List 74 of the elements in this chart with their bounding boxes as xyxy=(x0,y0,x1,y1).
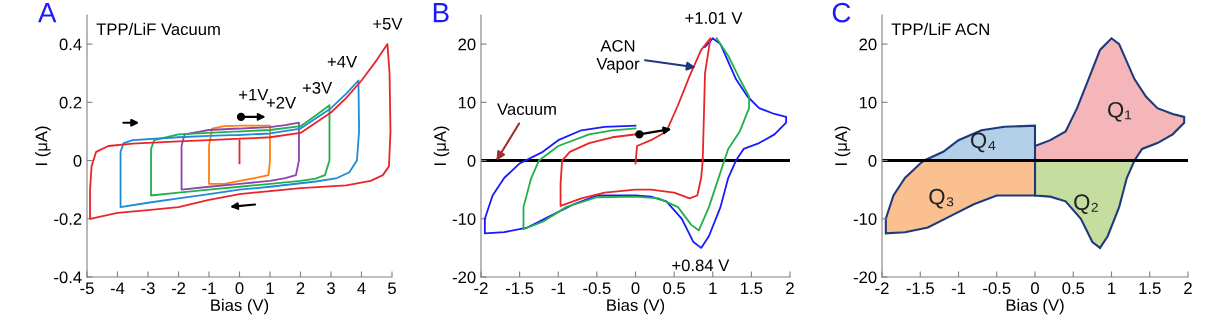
y-axis-title: I (μA) xyxy=(35,126,51,165)
annotation: +3V xyxy=(302,81,333,94)
x-tick-label: -1.5 xyxy=(506,282,534,295)
annotation: +2V xyxy=(266,96,297,109)
x-tick-label: 2 xyxy=(296,282,305,294)
x-tick-label: 0.5 xyxy=(663,282,686,295)
y-tick-label: 0.4 xyxy=(59,38,82,51)
annotation: +1.01 V xyxy=(685,12,743,24)
y-tick-label: -10 xyxy=(853,213,877,225)
x-tick-label: -4 xyxy=(110,282,125,294)
y-tick-label: 0 xyxy=(73,154,82,167)
annotation: +5V xyxy=(373,18,403,30)
line-series xyxy=(119,79,360,209)
y-axis-title: I (μA) xyxy=(834,126,851,165)
x-tick-label: -2 xyxy=(171,282,186,294)
y-tick-label: -0.4 xyxy=(54,271,82,284)
x-tick-label: -1.5 xyxy=(906,282,934,295)
x-tick-label: 2 xyxy=(786,282,794,294)
x-tick-label: -2 xyxy=(875,282,889,294)
annotation: +4V xyxy=(327,55,358,68)
x-axis-title: Bias (V) xyxy=(211,298,269,315)
x-tick-label: -1 xyxy=(551,282,565,294)
x-tick-label: 0 xyxy=(631,282,640,295)
y-tick-label: 10 xyxy=(458,96,476,109)
x-tick-label: 5 xyxy=(388,282,396,295)
x-tick-label: 4 xyxy=(357,282,366,294)
y-tick-label: 10 xyxy=(859,96,877,109)
x-tick-label: -1 xyxy=(202,282,216,294)
x-tick-label: 3 xyxy=(327,282,335,295)
x-tick-label: 0 xyxy=(1031,282,1039,295)
y-axis-title: I (μA) xyxy=(433,126,450,165)
annotation: ACN Vapor xyxy=(596,39,640,74)
y-tick-label: 0 xyxy=(467,154,476,167)
y-tick-label: -20 xyxy=(853,271,877,284)
x-tick-label: -0.5 xyxy=(583,282,611,295)
x-tick-label: -2 xyxy=(474,282,488,294)
chart-title: C xyxy=(832,2,851,23)
chart-title: A xyxy=(38,3,57,23)
annotation: +0.84 V xyxy=(672,259,730,272)
x-tick-label: 0.5 xyxy=(1062,282,1085,295)
series-label: Q₄ xyxy=(970,132,996,153)
x-tick-label: 0 xyxy=(235,282,244,295)
y-tick-label: 0.2 xyxy=(59,96,82,109)
x-axis-title: Bias (V) xyxy=(1006,298,1064,315)
series-label: Q₃ xyxy=(929,188,954,209)
chart-title: B xyxy=(433,3,449,23)
x-tick-label: 1 xyxy=(266,282,274,294)
y-tick-label: 20 xyxy=(458,38,476,51)
annotation: +1V xyxy=(239,88,269,101)
line-series xyxy=(559,37,712,207)
line-series xyxy=(483,37,788,249)
x-tick-label: -1 xyxy=(951,282,966,294)
x-tick-label: 1 xyxy=(709,282,717,294)
series-label: Q₁ xyxy=(1108,101,1132,122)
y-tick-label: -10 xyxy=(452,213,476,225)
x-axis-title: Bias (V) xyxy=(607,298,665,315)
x-tick-label: 1.5 xyxy=(741,282,763,295)
chart-subtitle: TPP/LiF Vacuum xyxy=(96,22,220,36)
x-tick-label: 1 xyxy=(1108,282,1116,294)
annotation: Vacuum xyxy=(497,103,556,116)
y-tick-label: -0.2 xyxy=(54,213,82,225)
chart-subtitle: TPP/LiF ACN xyxy=(891,22,989,36)
line-series xyxy=(89,43,392,220)
line-series xyxy=(180,121,300,191)
x-tick-label: -3 xyxy=(141,282,155,295)
x-tick-label: -0.5 xyxy=(983,282,1011,295)
series-label: Q₂ xyxy=(1074,194,1098,215)
x-tick-label: 1.5 xyxy=(1139,282,1161,295)
y-tick-label: -20 xyxy=(452,271,476,284)
y-tick-label: 20 xyxy=(859,38,877,51)
y-tick-label: 0 xyxy=(868,154,877,167)
line-series xyxy=(208,124,271,185)
x-tick-label: 2 xyxy=(1184,282,1192,294)
x-tick-label: -5 xyxy=(80,282,94,295)
